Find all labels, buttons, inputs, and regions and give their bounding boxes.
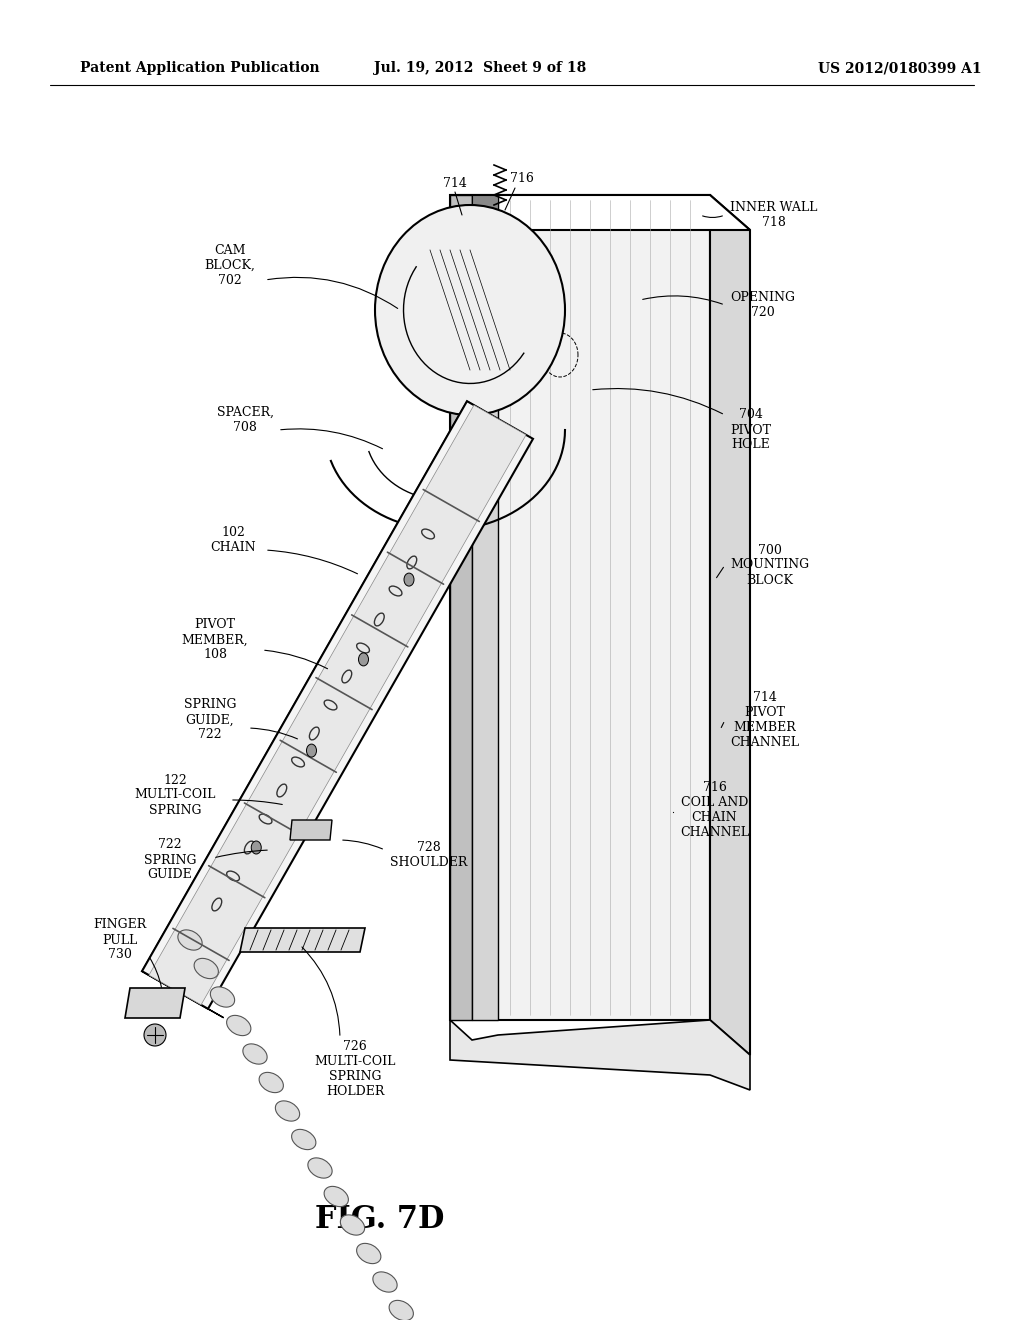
Ellipse shape xyxy=(275,1101,300,1121)
Polygon shape xyxy=(450,195,750,230)
Text: 714
PIVOT
MEMBER
CHANNEL: 714 PIVOT MEMBER CHANNEL xyxy=(730,690,799,748)
Text: OPENING
720: OPENING 720 xyxy=(730,290,795,319)
Polygon shape xyxy=(472,195,498,223)
Ellipse shape xyxy=(226,1015,251,1036)
Ellipse shape xyxy=(325,1187,348,1206)
Text: 722
SPRING
GUIDE: 722 SPRING GUIDE xyxy=(143,838,197,882)
Ellipse shape xyxy=(373,1272,397,1292)
Ellipse shape xyxy=(259,1072,284,1093)
Polygon shape xyxy=(142,401,534,1008)
Polygon shape xyxy=(125,987,185,1018)
Text: 726
MULTI-COIL
SPRING
HOLDER: 726 MULTI-COIL SPRING HOLDER xyxy=(314,1040,395,1098)
Polygon shape xyxy=(450,195,710,1020)
Ellipse shape xyxy=(178,929,202,950)
Text: 102
CHAIN: 102 CHAIN xyxy=(210,525,256,554)
Ellipse shape xyxy=(195,958,218,978)
Text: Jul. 19, 2012  Sheet 9 of 18: Jul. 19, 2012 Sheet 9 of 18 xyxy=(374,61,586,75)
Text: PIVOT
MEMBER,
108: PIVOT MEMBER, 108 xyxy=(181,619,248,661)
Text: 700
MOUNTING
BLOCK: 700 MOUNTING BLOCK xyxy=(730,544,809,586)
Ellipse shape xyxy=(243,1044,267,1064)
Text: 714: 714 xyxy=(443,177,467,190)
Ellipse shape xyxy=(356,1243,381,1263)
Text: SPACER,
708: SPACER, 708 xyxy=(216,407,273,434)
Ellipse shape xyxy=(292,1130,315,1150)
Ellipse shape xyxy=(375,205,565,414)
Text: 704
PIVOT
HOLE: 704 PIVOT HOLE xyxy=(730,408,771,451)
Polygon shape xyxy=(148,405,526,1005)
Polygon shape xyxy=(450,1020,750,1090)
Text: SPRING
GUIDE,
722: SPRING GUIDE, 722 xyxy=(183,698,237,742)
Text: 716: 716 xyxy=(510,172,534,185)
Text: FIG. 7D: FIG. 7D xyxy=(315,1204,444,1236)
Polygon shape xyxy=(142,972,223,1018)
Polygon shape xyxy=(290,820,332,840)
Ellipse shape xyxy=(308,1158,332,1179)
Text: 122
MULTI-COIL
SPRING: 122 MULTI-COIL SPRING xyxy=(134,774,216,817)
Ellipse shape xyxy=(389,1300,414,1320)
Ellipse shape xyxy=(144,1024,166,1045)
Text: INNER WALL
718: INNER WALL 718 xyxy=(730,201,817,228)
Ellipse shape xyxy=(358,653,369,665)
Polygon shape xyxy=(472,195,498,1020)
Ellipse shape xyxy=(404,573,414,586)
Polygon shape xyxy=(240,928,365,952)
Text: Patent Application Publication: Patent Application Publication xyxy=(80,61,319,75)
Text: CAM
BLOCK,
702: CAM BLOCK, 702 xyxy=(205,243,255,286)
Polygon shape xyxy=(710,195,750,1055)
Text: US 2012/0180399 A1: US 2012/0180399 A1 xyxy=(818,61,982,75)
Polygon shape xyxy=(142,401,482,979)
Ellipse shape xyxy=(340,1214,365,1236)
Ellipse shape xyxy=(251,841,261,854)
Text: FINGER
PULL
730: FINGER PULL 730 xyxy=(93,919,146,961)
Ellipse shape xyxy=(210,987,234,1007)
Ellipse shape xyxy=(306,744,316,758)
Text: 728
SHOULDER: 728 SHOULDER xyxy=(390,841,467,869)
Text: 716
COIL AND
CHAIN
CHANNEL: 716 COIL AND CHAIN CHANNEL xyxy=(680,781,749,840)
Polygon shape xyxy=(450,195,472,1020)
